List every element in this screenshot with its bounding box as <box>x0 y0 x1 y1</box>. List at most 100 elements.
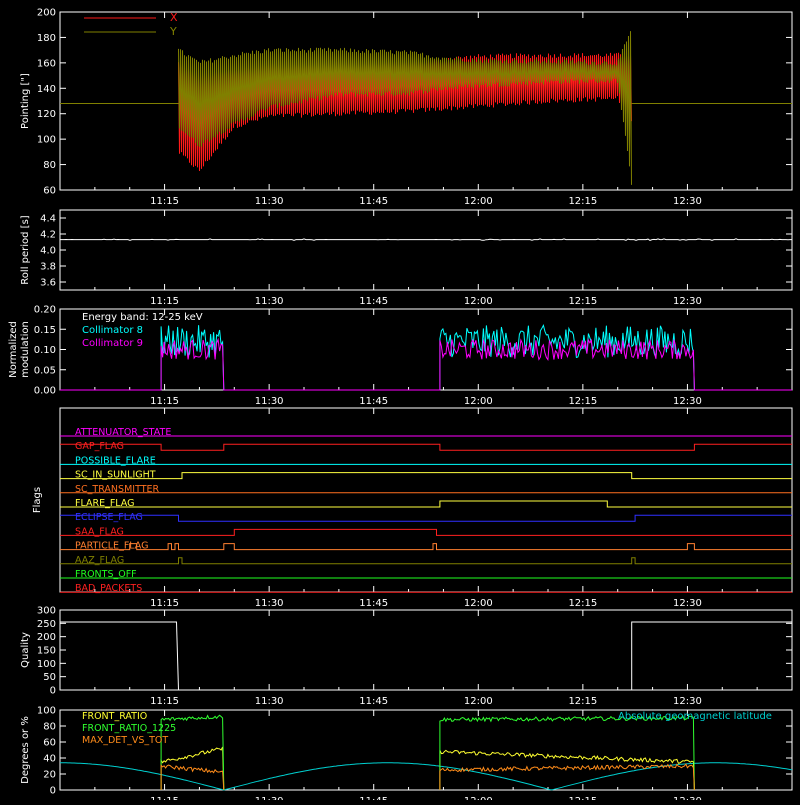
flag-line-sc-in-sunlight <box>60 472 792 480</box>
pointing-frame <box>59 11 793 191</box>
flag-line-gap-flag <box>60 443 792 451</box>
roll-xtick-label: 12:30 <box>673 296 702 307</box>
modulation-ylabel-line1: Normalized <box>8 321 19 378</box>
quality-ytick-label: 200 <box>37 632 56 643</box>
modulation-xtick-label: 11:15 <box>150 396 179 407</box>
ratios-ytick-label: 80 <box>43 722 56 733</box>
ratios-series-front-ratio <box>160 746 225 791</box>
roll-xtick-label: 12:15 <box>568 296 597 307</box>
quality-ytick-label: 100 <box>37 659 56 670</box>
quality-ytick-label: 250 <box>37 619 56 630</box>
flag-label-attenuator-state: ATTENUATOR_STATE <box>75 427 171 438</box>
flag-line-flare-flag <box>60 500 792 508</box>
ratios-ytick-label: 100 <box>37 706 56 717</box>
quality-ytick-label: 150 <box>37 646 56 657</box>
pointing-xtick-label: 12:15 <box>568 196 597 207</box>
modulation-xtick-label: 12:15 <box>568 396 597 407</box>
flag-line-aaz-flag <box>60 557 792 565</box>
flags-xtick-label: 11:30 <box>255 598 284 609</box>
roll-ylabel: Roll period [s] <box>20 215 31 284</box>
pointing-xtick-label: 11:30 <box>255 196 284 207</box>
ratios-series-max-det-vs-tot <box>439 763 695 791</box>
ratios-ytick-label: 20 <box>43 770 56 781</box>
ratios-xtick-label: 12:00 <box>464 796 493 800</box>
flag-label-gap-flag: GAP_FLAG <box>75 441 124 452</box>
quality-xtick-label: 12:00 <box>464 696 493 707</box>
pointing-legend-y-label: Y <box>169 25 177 38</box>
roll-xtick-label: 11:15 <box>150 296 179 307</box>
flag-line-eclipse-flag <box>60 514 792 522</box>
pointing-xtick-label: 12:30 <box>673 196 702 207</box>
quality-xtick-label: 11:15 <box>150 696 179 707</box>
modulation-ytick-label: 0.15 <box>34 325 56 336</box>
flag-label-bad-packets: BAD_PACKETS <box>75 583 142 594</box>
modulation-series-collimator9 <box>60 337 792 391</box>
flag-label-aaz-flag: AAZ_FLAG <box>75 555 124 566</box>
flag-line-particle-flag <box>60 543 792 551</box>
ratios-ylabel: Degrees or % <box>20 716 31 784</box>
pointing-ytick-label: 180 <box>37 33 56 44</box>
quality-xtick-label: 12:15 <box>568 696 597 707</box>
ratios-legend-front-ratio: FRONT_RATIO <box>82 711 147 722</box>
ratios-series-max-det-vs-tot <box>160 764 225 791</box>
flag-label-flare-flag: FLARE_FLAG <box>75 498 135 509</box>
flag-label-eclipse-flag: ECLIPSE_FLAG <box>75 512 143 523</box>
quality-xtick-label: 12:30 <box>673 696 702 707</box>
modulation-ytick-label: 0.05 <box>34 365 56 376</box>
flag-label-sc-in-sunlight: SC_IN_SUNLIGHT <box>75 470 156 481</box>
ratios-xtick-label: 12:30 <box>673 796 702 800</box>
flag-label-possible-flare: POSSIBLE_FLARE <box>75 455 156 466</box>
pointing-ylabel: Pointing ["] <box>20 73 31 129</box>
roll-xtick-label: 11:30 <box>255 296 284 307</box>
ratios-ytick-label: 0 <box>50 786 56 797</box>
quality-xtick-label: 11:30 <box>255 696 284 707</box>
ratios-xtick-label: 12:15 <box>568 796 597 800</box>
ratios-series-latitude <box>60 762 793 791</box>
quality-series-line <box>60 621 792 691</box>
modulation-legend-collimator8: Collimator 8 <box>82 325 143 336</box>
modulation-ytick-label: 0.20 <box>34 305 56 316</box>
pointing-ytick-label: 140 <box>37 84 56 95</box>
roll-ytick-label: 4.2 <box>40 230 56 241</box>
modulation-legend-collimator9: Collimator 9 <box>82 338 143 349</box>
ratios-legend-front-ratio-1225: FRONT_RATIO_1225 <box>82 723 176 734</box>
modulation-xtick-label: 12:30 <box>673 396 702 407</box>
flags-ylabel: Flags <box>32 487 43 513</box>
pointing-ytick-label: 120 <box>37 109 56 120</box>
roll-xtick-label: 11:45 <box>359 296 388 307</box>
roll-series-line <box>60 238 792 241</box>
flags-xtick-label: 12:30 <box>673 598 702 609</box>
ratios-ytick-label: 40 <box>43 754 56 765</box>
flag-label-fronts-off: FRONTS_OFF <box>75 569 137 580</box>
ratios-xtick-label: 11:15 <box>150 796 179 800</box>
pointing-xtick-label: 11:45 <box>359 196 388 207</box>
modulation-ytick-label: 0.00 <box>34 386 56 397</box>
modulation-annotation: Energy band: 12-25 keV <box>82 312 203 323</box>
pointing-ytick-label: 160 <box>37 58 56 69</box>
modulation-ylabel-line2: modulation <box>20 321 31 378</box>
flag-label-sc-transmitter: SC_TRANSMITTER <box>75 484 160 495</box>
roll-ytick-label: 3.6 <box>40 278 56 289</box>
quality-xtick-label: 11:45 <box>359 696 388 707</box>
flags-xtick-label: 12:00 <box>464 598 493 609</box>
pointing-xtick-label: 12:00 <box>464 196 493 207</box>
ratios-xtick-label: 11:30 <box>255 796 284 800</box>
ratios-series-front-ratio-1225 <box>160 714 225 791</box>
roll-xtick-label: 12:00 <box>464 296 493 307</box>
flags-xtick-label: 11:15 <box>150 598 179 609</box>
flags-xtick-label: 11:45 <box>359 598 388 609</box>
modulation-xtick-label: 11:45 <box>359 396 388 407</box>
quality-ytick-label: 50 <box>43 672 56 683</box>
roll-ytick-label: 4.0 <box>40 246 56 257</box>
ratios-series-front-ratio-1225 <box>439 715 695 791</box>
quality-ytick-label: 0 <box>50 686 56 697</box>
ratios-frame <box>59 709 793 791</box>
ratios-annotation-latitude: Absolute geomagnetic latitude <box>618 711 772 722</box>
pointing-ytick-label: 80 <box>43 160 56 171</box>
pointing-xtick-label: 11:15 <box>150 196 179 207</box>
roll-ytick-label: 3.8 <box>40 262 56 273</box>
pointing-ytick-label: 60 <box>43 186 56 197</box>
ratios-xtick-label: 11:45 <box>359 796 388 800</box>
